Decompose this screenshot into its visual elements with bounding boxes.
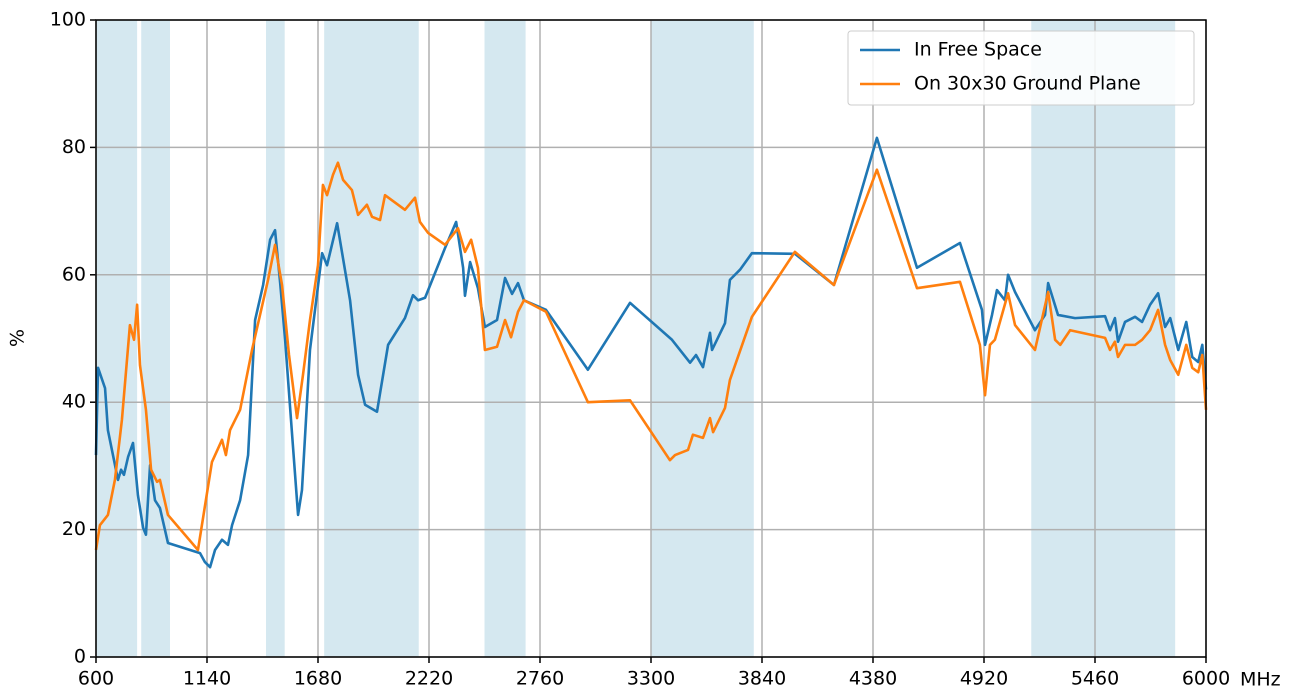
x-tick-label: 1680 bbox=[294, 668, 342, 690]
x-axis-label: MHz bbox=[1240, 669, 1281, 691]
plot-frame bbox=[95, 19, 1207, 658]
frequency-band bbox=[265, 20, 285, 657]
frequency-band bbox=[324, 20, 419, 657]
frequency-band bbox=[141, 20, 170, 657]
x-tick-label: 4380 bbox=[849, 668, 897, 690]
x-tick-label: 600 bbox=[78, 668, 114, 690]
legend-frame bbox=[847, 30, 1195, 106]
legend-label: On 30x30 Ground Plane bbox=[914, 73, 1141, 95]
y-axis-label: % bbox=[7, 329, 29, 347]
x-tick-label: 1140 bbox=[183, 668, 231, 690]
legend: In Free Space On 30x30 Ground Plane bbox=[847, 30, 1195, 106]
y-tick-label: 80 bbox=[62, 136, 86, 158]
frequency-band bbox=[651, 20, 754, 657]
legend-label: In Free Space bbox=[914, 39, 1042, 61]
y-tick-label: 0 bbox=[74, 646, 86, 668]
frequency-band bbox=[96, 20, 138, 657]
x-tick-label: 3300 bbox=[627, 668, 675, 690]
x-tick-label: 2760 bbox=[516, 668, 564, 690]
frequency-band bbox=[484, 20, 526, 657]
y-tick-label: 40 bbox=[62, 391, 86, 413]
y-tick-label: 20 bbox=[62, 518, 86, 540]
y-tick-label: 100 bbox=[50, 9, 86, 31]
x-tick-label: 2220 bbox=[405, 668, 453, 690]
y-tick-label: 60 bbox=[62, 263, 86, 285]
x-tick-label: 3840 bbox=[738, 668, 786, 690]
x-tick-label: 6000 bbox=[1182, 668, 1230, 690]
x-tick-label: 4920 bbox=[960, 668, 1008, 690]
series-line bbox=[94, 161, 1208, 552]
x-tick-label: 5460 bbox=[1071, 668, 1119, 690]
